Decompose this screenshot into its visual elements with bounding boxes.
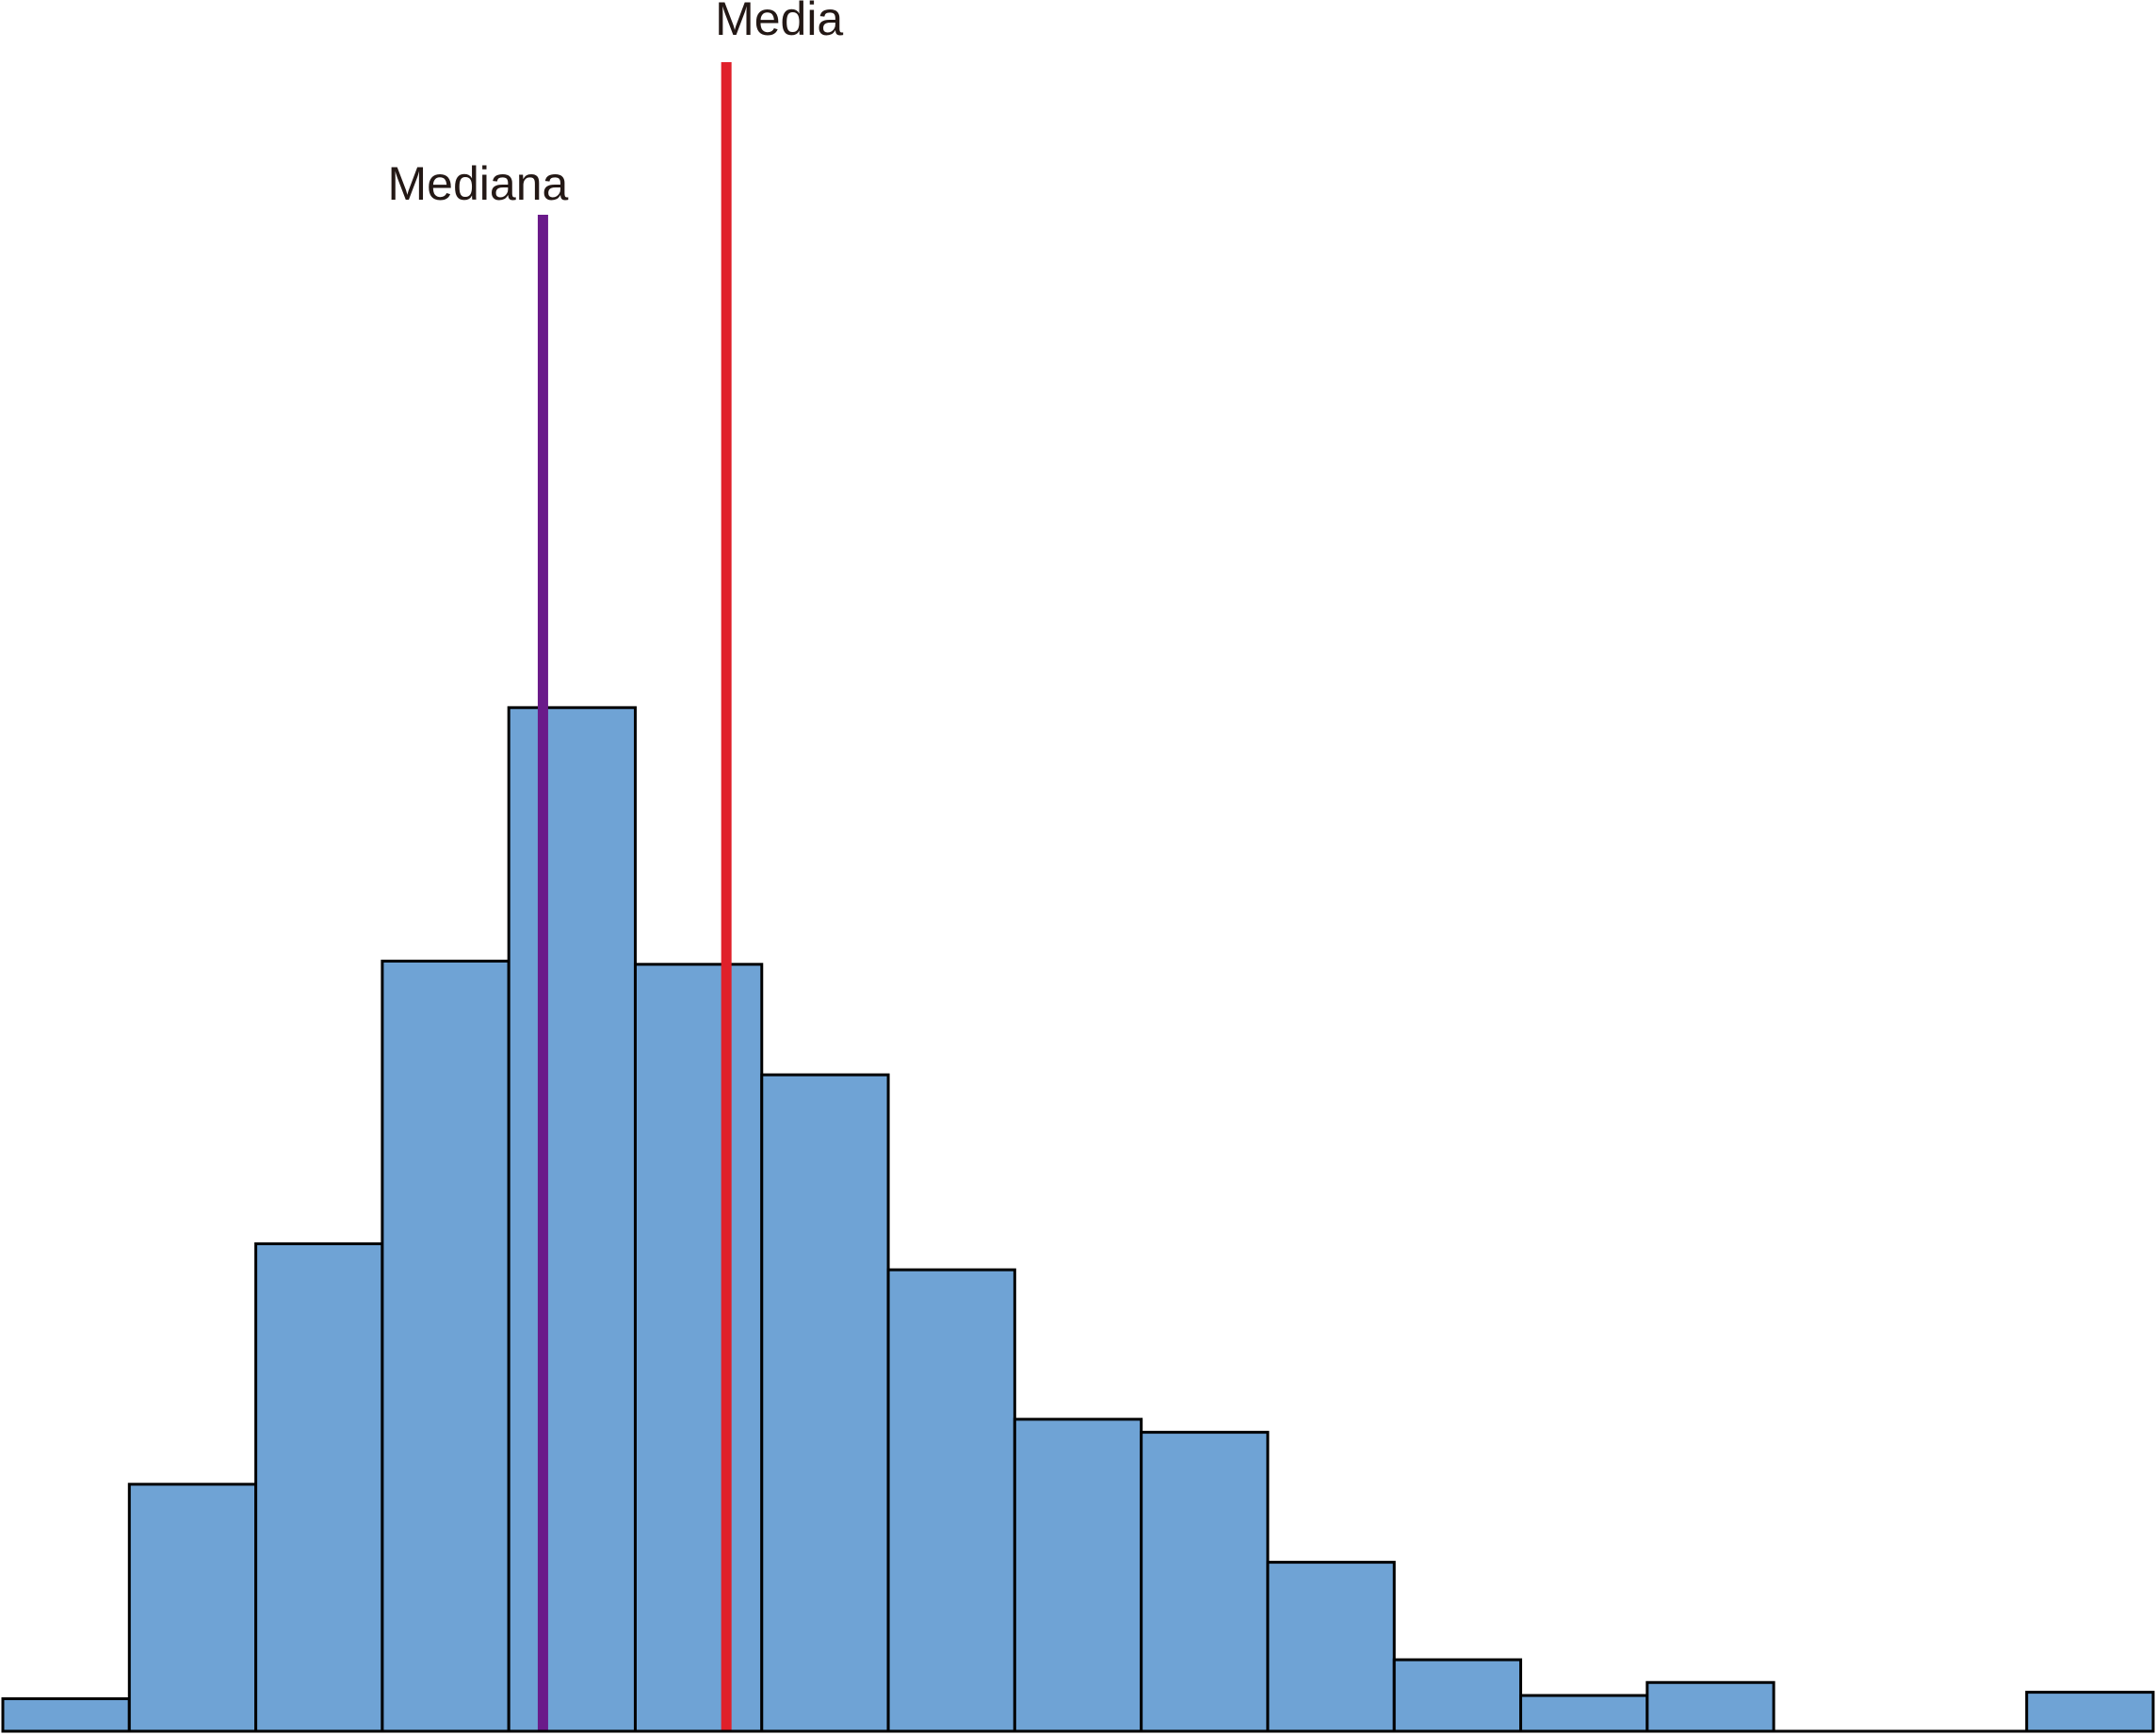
histogram-bar [1, 1697, 131, 1733]
marker-lines [537, 62, 732, 1731]
media-label: Media [715, 0, 843, 45]
histogram-bar [381, 959, 511, 1733]
histogram-bar [1645, 1680, 1775, 1733]
histogram-bar [254, 1242, 384, 1733]
histogram-bar [127, 1483, 258, 1733]
histogram-bar [760, 1073, 890, 1733]
histogram-bar [633, 963, 764, 1733]
histogram-bar [2025, 1691, 2155, 1733]
histogram-bar [1519, 1694, 1649, 1733]
histogram-bar [1013, 1418, 1143, 1733]
histogram-bar [507, 705, 637, 1733]
histogram-bar [1266, 1561, 1396, 1733]
histogram-bar [1392, 1658, 1523, 1733]
histogram-bars [1, 705, 2155, 1733]
histogram-bar [886, 1268, 1016, 1733]
histogram-bar [1140, 1431, 1270, 1733]
mediana-label: Mediana [388, 157, 569, 210]
